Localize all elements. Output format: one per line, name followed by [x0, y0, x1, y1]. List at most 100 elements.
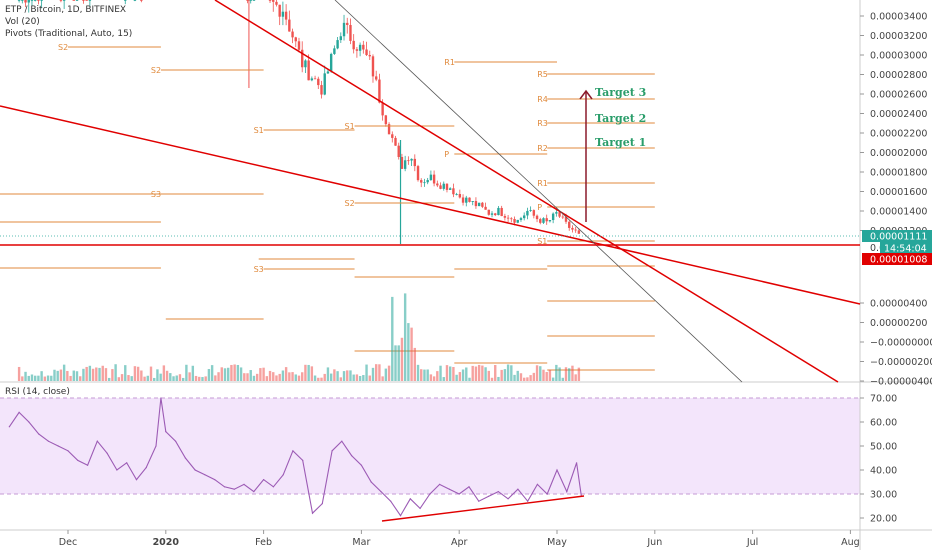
volume-bar	[548, 369, 552, 381]
candle-body	[420, 180, 423, 183]
candle-body	[413, 158, 417, 167]
pivot-label: S3	[151, 190, 161, 199]
candle-body	[307, 60, 310, 81]
candle-body	[558, 212, 561, 217]
volume-bar	[448, 366, 452, 381]
volume-bar	[233, 364, 236, 381]
rsi-point	[233, 488, 235, 490]
candle-body	[500, 207, 503, 217]
rsi-point	[160, 397, 162, 399]
candle-body	[487, 209, 490, 215]
trend-line-gray	[334, 0, 743, 383]
volume-bar	[326, 367, 330, 381]
rsi-point	[272, 486, 274, 488]
volume-bar	[143, 376, 146, 381]
volume-bar	[175, 375, 178, 381]
candle-body	[391, 134, 394, 138]
price-tick-label: 0.00002000	[870, 148, 927, 159]
rsi-point	[86, 464, 89, 466]
rsi-tick-label: 40.00	[870, 466, 897, 477]
candle-body	[336, 40, 339, 49]
target-label: Target 2	[595, 112, 646, 125]
time-tick-label: Jul	[746, 537, 758, 548]
candle-body	[522, 215, 526, 219]
volume-bar	[301, 372, 304, 381]
candle-body	[317, 78, 320, 86]
rsi-point	[556, 469, 558, 471]
volume-bar	[481, 365, 484, 381]
rsi-point	[18, 411, 20, 413]
volume-bar	[468, 377, 471, 381]
last-price-tag	[862, 230, 932, 242]
candle-body	[516, 219, 519, 223]
rsi-point	[184, 457, 186, 459]
volume-bar	[210, 365, 214, 381]
volume-bar	[153, 377, 156, 381]
volume-bar	[69, 375, 72, 381]
volume-bar	[516, 370, 519, 381]
price-tick-label: 0.00000200	[870, 318, 927, 329]
volume-bar	[82, 368, 85, 381]
candle-body	[349, 24, 352, 41]
pivot-label: P	[444, 150, 449, 159]
volume-bar	[323, 373, 326, 381]
candle-body	[252, 0, 256, 1]
target-label: Target 3	[595, 86, 646, 99]
volume-bar	[259, 368, 262, 381]
chart-title: ETP / Bitcoin, 1D, BITFINEX	[5, 5, 127, 15]
rsi-point	[67, 450, 69, 452]
candle-body	[59, 0, 63, 1]
time-tick-label: Jun	[646, 537, 662, 548]
volume-bar	[239, 367, 243, 381]
volume-pane	[17, 293, 581, 381]
volume-bar	[27, 375, 30, 381]
volume-bar	[574, 374, 577, 381]
volume-bar	[568, 368, 571, 381]
rsi-point	[243, 483, 245, 485]
candle-body	[275, 1, 278, 5]
rsi-point	[468, 486, 470, 488]
volume-bar	[107, 377, 111, 381]
volume-bar	[484, 367, 487, 381]
volume-bar	[506, 364, 510, 381]
rsi-point	[302, 459, 304, 461]
volume-bar	[217, 372, 220, 381]
candle-body	[532, 210, 536, 216]
volume-bar	[101, 365, 104, 381]
volume-bar	[346, 370, 349, 381]
volume-bar	[88, 365, 92, 381]
candle-body	[281, 11, 285, 17]
rsi-point	[507, 498, 509, 500]
candle-body	[368, 55, 371, 57]
target-arrow-head	[579, 89, 593, 100]
volume-bar	[169, 373, 172, 381]
volume-bar	[513, 374, 516, 381]
candle-body	[310, 78, 314, 81]
candle-body	[503, 216, 507, 218]
volume-bar	[214, 375, 217, 381]
candle-body	[407, 160, 410, 162]
volume-bar	[140, 370, 143, 381]
volume-bar	[510, 365, 513, 381]
volume-bar	[413, 347, 417, 381]
volume-bar	[127, 375, 130, 381]
rsi-point	[165, 431, 167, 433]
volume-bar	[201, 377, 204, 381]
volume-bar	[490, 377, 494, 381]
candle-body	[249, 0, 252, 1]
volume-bar	[564, 367, 568, 381]
volume-bar	[75, 371, 79, 381]
candle-body	[468, 197, 471, 202]
pivot-label: R1	[537, 179, 548, 188]
volume-bar	[432, 376, 436, 381]
candle-body	[27, 0, 30, 3]
volume-bar	[53, 369, 56, 381]
volume-bar	[387, 365, 391, 381]
volume-bar	[403, 293, 407, 381]
trend-line-resistance	[214, 0, 839, 383]
volume-bar	[246, 373, 249, 381]
volume-bar	[133, 366, 137, 381]
candle-body	[539, 219, 542, 223]
candle-body	[455, 194, 458, 195]
candle-body	[577, 230, 581, 234]
